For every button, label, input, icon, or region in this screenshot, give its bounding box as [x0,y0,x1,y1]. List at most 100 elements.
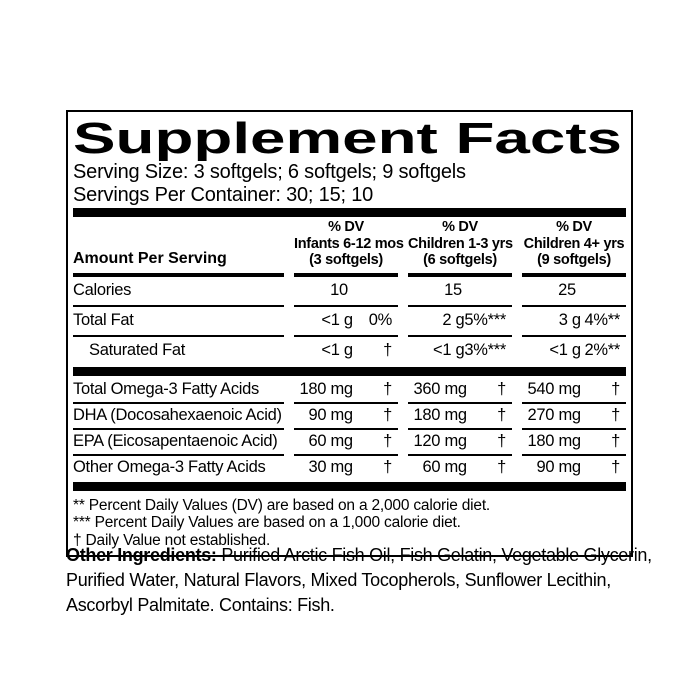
dv-label: % DV [328,219,364,235]
table-row-dha: DHA (Docosahexaenoic Acid) 90 mg † 180 m… [73,401,626,428]
other-ingredients-line-3: Ascorbyl Palmitate. Contains: Fish. [66,595,335,615]
value-cell: 540 mg † [522,378,626,402]
value-cell: 180 mg † [408,401,512,428]
table-row-total-omega3: Total Omega-3 Fatty Acids 180 mg † 360 m… [73,378,626,402]
amount-per-serving-header: Amount Per Serving [73,250,284,277]
dv-value: † [383,379,392,398]
amount-value: 2 g [442,310,465,329]
footnote-daily-value: † Daily Value not established. [73,531,271,549]
section-divider-middle [73,366,626,376]
dv-value: † [497,405,506,424]
dv-value: † [383,340,392,359]
servings-per-container-line: Servings Per Container: 30; 15; 10 [73,183,374,206]
serving-count-label: (9 softgels) [537,252,611,268]
amount-value: 360 mg [413,379,468,398]
panel-title-graphic: Supplement Facts [73,115,622,161]
other-ingredients-line-2: Purified Water, Natural Flavors, Mixed T… [66,570,611,590]
amount-value: 60 mg [308,431,353,450]
value-cell: 90 mg † [294,401,398,428]
footnote-2000-calorie: ** Percent Daily Values (DV) are based o… [73,496,491,514]
footnote-1000-calorie: *** Percent Daily Values are based on a … [73,514,461,531]
value-cell: 3 g 4%** [522,304,626,335]
section-divider-top [73,208,626,217]
amount-value: 90 mg [308,405,353,424]
dv-value: † [497,457,506,476]
amount-value: 120 mg [413,431,468,450]
value-cell: 15 [408,277,512,305]
amount-value: <1 g [321,340,353,359]
dv-value: † [611,457,620,476]
dv-value: † [383,431,392,450]
age-group-label: Children 1-3 yrs [408,235,513,252]
amount-value: 25 [558,280,576,299]
dv-column-header-children-4plus: % DV Children 4+ yrs (9 softgels) [522,219,626,277]
other-ingredients-label: Other Ingredients: [66,545,217,565]
value-cell: 30 mg † [294,453,398,480]
row-label: DHA (Docosahexaenoic Acid) [73,401,284,428]
age-group-label: Infants 6-12 mos [294,235,404,252]
value-cell: <1 g † [294,334,398,365]
amount-value: 180 mg [413,405,468,424]
value-cell: 60 mg † [408,453,512,480]
table-row-total-fat: Total Fat <1 g 0% 2 g 5%*** 3 g 4%** [73,304,626,335]
table-row-epa: EPA (Eicosapentaenoic Acid) 60 mg † 120 … [73,427,626,454]
serving-size-line: Serving Size: 3 softgels; 6 softgels; 9 … [73,161,466,183]
amount-value: <1 g [321,310,353,329]
row-label: Other Omega-3 Fatty Acids [73,453,284,480]
amount-value: <1 g [433,340,465,359]
value-cell: 10 [294,277,398,305]
age-group-label: Children 4+ yrs [523,235,625,252]
dv-value: † [383,457,392,476]
dv-column-header-infants: % DV Infants 6-12 mos (3 softgels) [294,219,404,277]
panel-title: Supplement Facts [73,115,622,161]
dv-value: 4%** [584,310,621,329]
dv-value: 3%*** [464,340,506,359]
amount-value: 90 mg [536,457,581,476]
serving-count-label: (3 softgels) [309,252,383,268]
dv-value: 5%*** [464,310,506,329]
other-ingredients: Other Ingredients: Purified Arctic Fish … [66,543,666,618]
value-cell: 270 mg † [522,401,626,428]
dv-value: † [611,431,620,450]
value-cell: 60 mg † [294,427,398,454]
value-cell: <1 g 0% [294,304,398,335]
row-label: Total Fat [73,304,284,335]
value-cell: <1 g 3%*** [408,334,512,365]
dv-value: † [497,379,506,398]
dv-value: † [383,405,392,424]
value-cell: 90 mg † [522,453,626,480]
table-header-row: Amount Per Serving % DV Infants 6-12 mos… [73,219,626,277]
amount-value: 270 mg [527,405,582,424]
table-row-other-omega3: Other Omega-3 Fatty Acids 30 mg † 60 mg … [73,453,626,480]
value-cell: 180 mg † [522,427,626,454]
row-label: Saturated Fat [73,334,284,365]
row-label: Total Omega-3 Fatty Acids [73,379,259,398]
value-cell: 120 mg † [408,427,512,454]
amount-value: 180 mg [527,431,582,450]
dv-value: † [497,431,506,450]
amount-value: 30 mg [308,457,353,476]
amount-value: 180 mg [299,379,354,398]
other-ingredients-text: Purified Arctic Fish Oil, Fish Gelatin, … [221,545,652,565]
dv-value: 0% [368,310,393,329]
amount-value: 3 g [558,310,581,329]
dv-label: % DV [442,219,478,235]
dv-value: † [611,405,620,424]
serving-count-label: (6 softgels) [423,252,497,268]
value-cell: <1 g 2%** [522,334,626,365]
value-cell: 360 mg † [408,378,512,402]
section-divider-bottom [73,481,626,491]
amount-value: 60 mg [422,457,467,476]
value-cell: 25 [522,277,626,305]
dv-value: † [611,379,620,398]
table-row-calories: Calories 10 15 25 [73,277,626,305]
amount-value: <1 g [549,340,581,359]
footnotes: ** Percent Daily Values (DV) are based o… [73,497,626,550]
value-cell: 180 mg † [294,378,398,402]
table-row-saturated-fat: Saturated Fat <1 g † <1 g 3%*** <1 g 2%*… [73,334,626,365]
amount-value: 10 [330,280,348,299]
row-label: EPA (Eicosapentaenoic Acid) [73,427,284,454]
value-cell: 2 g 5%*** [408,304,512,335]
other-ingredients-line-1: Other Ingredients: Purified Arctic Fish … [66,543,666,568]
